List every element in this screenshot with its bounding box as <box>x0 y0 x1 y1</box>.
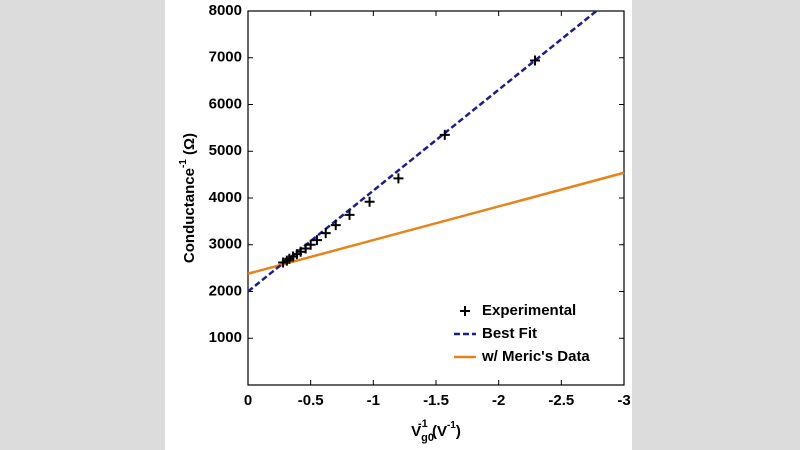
x-axis-label: Vg0 -1 (V-1) <box>411 418 461 444</box>
y-label-main: Conductance <box>181 168 198 263</box>
x-tick-label: -1 <box>367 392 380 409</box>
y-tick-label: 1000 <box>209 329 242 346</box>
data-point <box>393 173 404 184</box>
x-tick-label: -1.5 <box>423 392 449 409</box>
y-tick-label: 2000 <box>209 282 242 299</box>
side-panel <box>632 0 800 450</box>
x-label-main: V <box>411 423 421 440</box>
y-label-unit: (Ω) <box>181 133 198 159</box>
data-point <box>300 243 311 254</box>
x-label-unit: (V <box>428 423 447 440</box>
y-tick-label: 4000 <box>209 189 242 206</box>
y-tick-label: 7000 <box>209 49 242 66</box>
data-point <box>295 246 306 257</box>
y-tick-label: 5000 <box>209 142 242 159</box>
data-point <box>364 196 375 207</box>
x-tick-label: 0 <box>244 392 252 409</box>
x-label-unit-close: ) <box>456 423 461 440</box>
data-point <box>439 129 450 140</box>
x-tick-label: -2 <box>492 392 505 409</box>
data-point <box>344 209 355 220</box>
legend-label: Experimental <box>482 302 576 319</box>
data-point <box>311 235 322 246</box>
y-tick-label: 3000 <box>209 236 242 253</box>
data-point <box>330 220 341 231</box>
y-axis-label: Conductance-1 (Ω) <box>178 133 198 263</box>
series-line <box>247 171 625 275</box>
y-label-sup: -1 <box>178 159 189 168</box>
data-point <box>530 55 541 66</box>
x-tick-label: -2.5 <box>548 392 574 409</box>
x-label-unit-sup: -1 <box>447 420 456 431</box>
legend-label: w/ Meric's Data <box>481 348 590 365</box>
y-tick-label: 6000 <box>209 95 242 112</box>
data-point <box>320 228 331 239</box>
legend-label: Best Fit <box>482 325 537 342</box>
x-label-sub: g0 <box>421 432 434 444</box>
plot-frame <box>247 10 625 386</box>
side-panel <box>0 0 165 450</box>
legend-marker <box>460 306 470 316</box>
x-tick-label: -0.5 <box>298 392 324 409</box>
y-tick-label: 8000 <box>209 2 242 19</box>
x-tick-label: -3 <box>617 392 630 409</box>
x-label-sup: -1 <box>418 418 428 430</box>
data-point <box>305 239 316 250</box>
